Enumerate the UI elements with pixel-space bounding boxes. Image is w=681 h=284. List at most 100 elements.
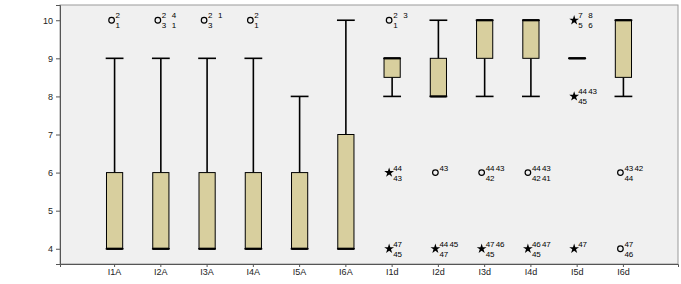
outlier-label: 46: [532, 240, 541, 249]
median: [153, 248, 169, 250]
outlier-label: 47: [439, 250, 448, 259]
y-tick-mark: [56, 20, 60, 21]
upper-whisker: [206, 58, 208, 172]
outlier-label: 2: [208, 11, 213, 20]
median: [569, 57, 585, 59]
x-tick-label: I1A: [108, 267, 122, 277]
box: [199, 173, 215, 249]
outlier-label: 2: [162, 11, 167, 20]
y-tick: 5: [48, 206, 60, 216]
box: [615, 20, 631, 77]
box-group: [476, 20, 494, 253]
plot: 45678910I1AI2AI3AI4AI5AI6AI1dI2dI3dI4dI5…: [43, 5, 679, 277]
outlier-label: 1: [116, 21, 121, 30]
box: [430, 58, 446, 96]
x-tick: I3A: [200, 264, 214, 277]
outlier-label: 3: [403, 11, 408, 20]
lower-cap: [615, 96, 633, 98]
outlier-label: 43: [542, 164, 551, 173]
outlier-label: 44: [393, 164, 402, 173]
outlier-label: 42: [634, 164, 643, 173]
outlier-label: 45: [532, 250, 541, 259]
outlier-label: 1: [254, 21, 259, 30]
outlier-label: 43: [439, 164, 448, 173]
outlier-label: 5: [578, 21, 583, 30]
lower-whisker: [391, 77, 393, 96]
outlier: [248, 17, 254, 23]
outlier: [201, 17, 207, 23]
box: [338, 135, 354, 249]
box-group: [106, 17, 124, 248]
upper-whisker: [438, 20, 440, 58]
box: [384, 58, 400, 77]
outlier: [618, 246, 624, 252]
upper-cap: [244, 58, 262, 60]
outlier-label: 2: [254, 11, 259, 20]
x-tick: I4A: [247, 264, 261, 277]
y-tick-label: 6: [48, 168, 53, 178]
x-tick: I1d: [386, 264, 399, 277]
outlier-label: 2: [116, 11, 121, 20]
plot-frame: [60, 5, 678, 264]
lower-cap: [522, 96, 540, 98]
box-group: [383, 17, 401, 253]
box: [292, 173, 308, 249]
outlier-label: 42: [532, 174, 541, 183]
x-tick: I4d: [525, 264, 538, 277]
x-tick-label: I4d: [525, 267, 538, 277]
outlier-label: 45: [486, 250, 495, 259]
outlier-label: 44: [578, 87, 587, 96]
x-tick-label: I3A: [200, 267, 214, 277]
upper-whisker: [345, 20, 347, 134]
outlier: [109, 17, 115, 23]
outlier-label: 47: [624, 240, 633, 249]
lower-cap: [198, 248, 216, 250]
upper-whisker: [299, 96, 301, 172]
y-tick: 7: [48, 130, 60, 140]
outlier-label: 1: [218, 11, 223, 20]
y-axis: 45678910: [43, 6, 61, 265]
outlier: [433, 170, 439, 176]
lower-cap: [383, 96, 401, 98]
y-tick: 6: [48, 168, 60, 178]
box: [569, 58, 585, 59]
y-tick-mark: [56, 173, 60, 174]
x-tick-label: I2A: [154, 267, 168, 277]
lower-cap: [476, 96, 494, 98]
outlier-label: 46: [496, 240, 505, 249]
lower-cap: [244, 248, 262, 250]
y-tick-mark: [56, 211, 60, 212]
box: [477, 20, 493, 58]
y-tick: 4: [48, 244, 60, 254]
y-tick-label: 9: [48, 54, 53, 64]
upper-whisker: [253, 58, 255, 172]
outlier-label: 45: [578, 97, 587, 106]
lower-cap: [106, 248, 124, 250]
x-tick: I6d: [617, 264, 630, 277]
outlier-label: 44: [486, 164, 495, 173]
upper-whisker: [160, 58, 162, 172]
x-tick: I2d: [432, 264, 445, 277]
upper-cap: [615, 19, 633, 21]
upper-cap: [522, 19, 540, 21]
median: [477, 19, 493, 21]
y-tick: 9: [48, 54, 60, 64]
outlier-label: 8: [588, 11, 593, 20]
outlier-label: 3: [162, 21, 167, 30]
outlier-label: 43: [624, 164, 633, 173]
outlier: [479, 170, 485, 176]
outlier-label: 6: [588, 21, 593, 30]
x-tick-label: I1d: [386, 267, 399, 277]
box-group: [198, 17, 216, 248]
x-tick-label: I2d: [432, 267, 445, 277]
box-group: [291, 96, 309, 248]
outlier-label: 45: [449, 240, 458, 249]
median: [338, 248, 354, 250]
x-tick-label: I6A: [339, 267, 353, 277]
upper-cap: [383, 58, 401, 60]
outlier: [386, 17, 392, 23]
upper-cap: [152, 58, 170, 60]
outlier-label: 44: [439, 240, 448, 249]
outlier-label: 44: [624, 174, 633, 183]
y-tick-label: 4: [48, 244, 53, 254]
